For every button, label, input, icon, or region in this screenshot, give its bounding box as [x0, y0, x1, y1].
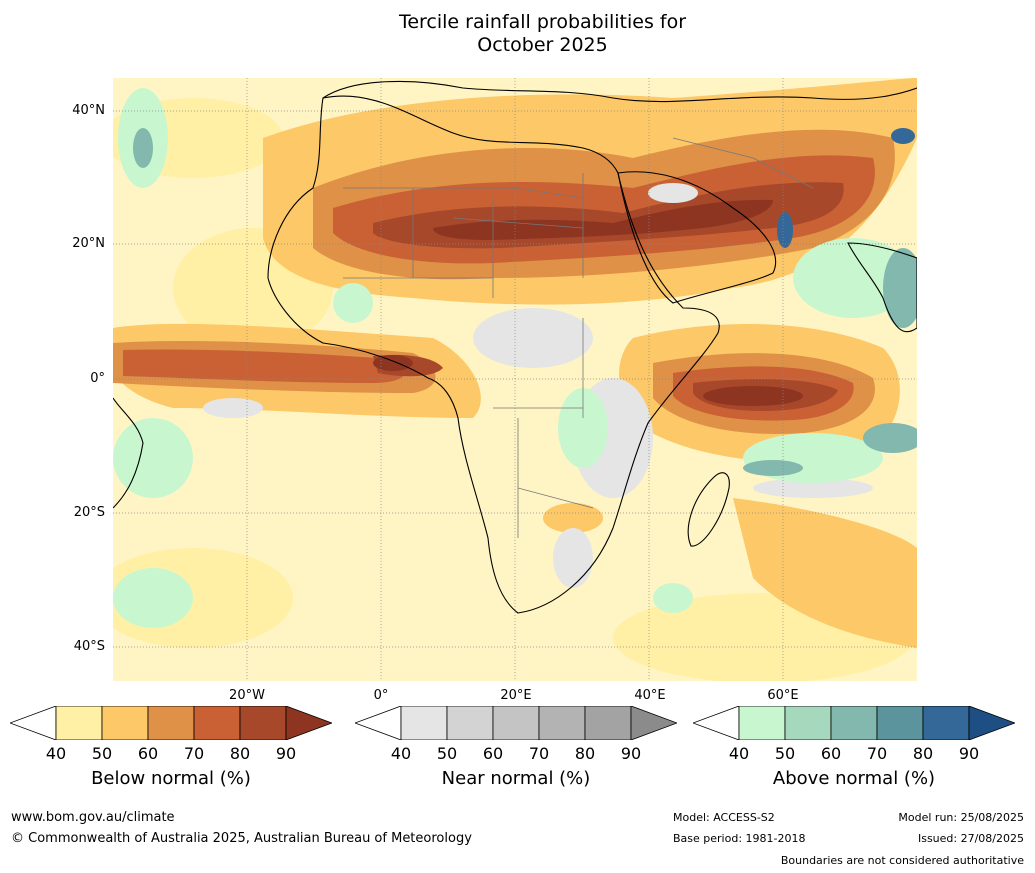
footer-base-period: Base period: 1981-2018: [673, 832, 806, 845]
lat-label-40s: 40°S: [73, 639, 105, 654]
colorbar-above-segment-60: [830, 706, 878, 740]
colorbar-above-tick-label: 60: [820, 744, 842, 763]
chart-title-line1: Tercile rainfall probabilities for: [398, 11, 687, 33]
colorbar-below-tick-label: 70: [183, 744, 205, 763]
footer-issued: Issued: 27/08/2025: [917, 832, 1024, 845]
colorbar-near-tick-label: 80: [574, 744, 596, 763]
footer-copyright: © Commonwealth of Australia 2025, Austra…: [11, 831, 472, 846]
colorbar-below-title: Below normal (%): [91, 768, 251, 789]
colorbar-below-tick-label: 90: [275, 744, 297, 763]
india-coastline: [847, 242, 917, 333]
colorbar-below-segment-60: [147, 706, 195, 740]
colorbar-below-normal: [10, 706, 332, 740]
africa-coastline: [267, 95, 720, 614]
colorbar-above-segment-40: [738, 706, 786, 740]
colorbar-near-tick-label: 70: [528, 744, 550, 763]
chart-title-line2: October 2025: [477, 34, 608, 56]
colorbar-above-tick-label: 90: [958, 744, 980, 763]
colorbar-below-segment-80: [239, 706, 287, 740]
colorbar-above-low-extend: [693, 706, 740, 740]
colorbar-near-normal: [355, 706, 677, 740]
footer-url: www.bom.gov.au/climate: [11, 810, 175, 825]
lat-label-20s: 20°S: [73, 505, 105, 520]
colorbar-below-segment-70: [193, 706, 241, 740]
lon-label-20e: 20°E: [500, 688, 532, 703]
lat-label-20n: 20°N: [72, 236, 105, 251]
colorbar-near-tick-label: 90: [620, 744, 642, 763]
footer-disclaimer: Boundaries are not considered authoritat…: [780, 854, 1024, 867]
colorbar-near-segment-60: [492, 706, 540, 740]
colorbar-below-high-extend: [285, 706, 332, 740]
colorbar-above-segment-70: [876, 706, 924, 740]
colorbar-above-tick-label: 50: [774, 744, 796, 763]
colorbar-below-low-extend: [10, 706, 57, 740]
colorbar-near-tick-label: 50: [436, 744, 458, 763]
colorbar-below-segment-40: [55, 706, 103, 740]
colorbar-below-tick-label: 50: [91, 744, 113, 763]
colorbar-above-tick-label: 80: [912, 744, 934, 763]
colorbar-below-tick-label: 80: [229, 744, 251, 763]
colorbar-above-tick-label: 40: [728, 744, 750, 763]
colorbar-near-segment-70: [538, 706, 586, 740]
colorbar-below-tick-label: 60: [137, 744, 159, 763]
colorbar-above-high-extend: [968, 706, 1015, 740]
colorbar-near-low-extend: [355, 706, 402, 740]
lat-label-0: 0°: [90, 371, 105, 386]
colorbar-near-high-extend: [630, 706, 677, 740]
arabia-coastline: [617, 171, 777, 304]
europe-coastline: [322, 80, 917, 103]
colorbar-below-segment-50: [101, 706, 149, 740]
colorbar-above-title: Above normal (%): [772, 768, 936, 789]
footer-model: Model: ACCESS-S2: [673, 811, 775, 824]
colorbar-above-tick-label: 70: [866, 744, 888, 763]
footer-model-run: Model run: 25/08/2025: [898, 811, 1024, 824]
colorbar-near-segment-40: [400, 706, 448, 740]
lat-label-40n: 40°N: [72, 103, 105, 118]
colorbar-above-segment-50: [784, 706, 832, 740]
madagascar-coastline: [687, 472, 730, 547]
colorbar-near-segment-80: [584, 706, 632, 740]
colorbar-near-tick-label: 40: [390, 744, 412, 763]
colorbar-near-title: Near normal (%): [441, 768, 591, 789]
colorbar-near-segment-50: [446, 706, 494, 740]
lon-label-40e: 40°E: [634, 688, 666, 703]
rainfall-probability-map: [113, 78, 917, 681]
lon-label-0: 0°: [373, 688, 389, 703]
lon-label-60e: 60°E: [767, 688, 799, 703]
colorbar-above-normal: [693, 706, 1015, 740]
colorbar-near-tick-label: 60: [482, 744, 504, 763]
colorbar-below-tick-label: 40: [45, 744, 67, 763]
lon-label-20w: 20°W: [229, 688, 265, 703]
colorbar-above-segment-80: [922, 706, 970, 740]
south-america-coastline: [113, 397, 144, 509]
